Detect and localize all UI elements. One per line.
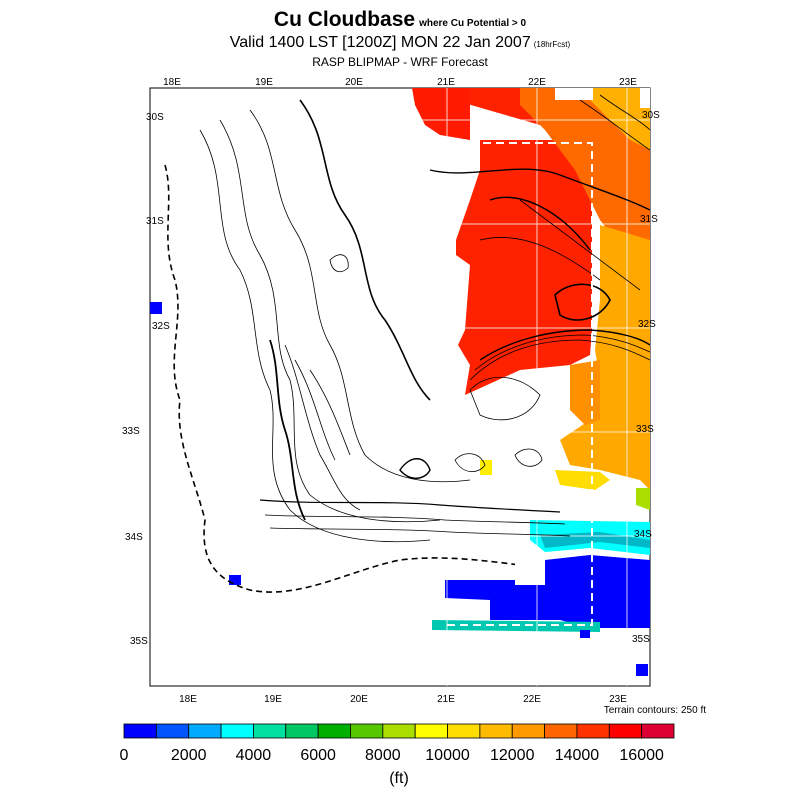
colorbar-swatch	[479, 723, 513, 739]
lon-label: 20E	[345, 77, 363, 88]
left-lat-labels: 30S 31S 32S 33S 34S 35S	[122, 112, 170, 647]
lat-label: 30S	[642, 110, 660, 121]
valid-time-line: Valid 1400 LST [1200Z] MON 22 Jan 2007 (1…	[0, 34, 800, 52]
colorbar-swatch	[447, 723, 481, 739]
lat-label: 34S	[125, 532, 143, 543]
amber-region	[580, 88, 650, 150]
map-title: Cu Cloudbase where Cu Potential > 0	[0, 8, 800, 32]
colorbar-unit: (ft)	[389, 770, 409, 787]
lon-label: 22E	[523, 694, 541, 705]
blue-dot-southeast	[636, 664, 648, 676]
inner-domain-boundary	[445, 142, 593, 626]
valid-time: Valid 1400 LST [1200Z] MON 22 Jan 2007	[229, 34, 531, 51]
lat-label: 35S	[632, 634, 650, 645]
blue-dot-west	[150, 302, 162, 314]
colorbar-swatch	[350, 723, 384, 739]
colorbar-swatch	[317, 723, 351, 739]
colorbar-tick-label: 8000	[365, 747, 401, 764]
lat-label: 33S	[636, 424, 654, 435]
lon-label: 19E	[255, 77, 273, 88]
lon-label: 23E	[619, 77, 637, 88]
lat-label: 32S	[152, 321, 170, 332]
lat-label: 32S	[638, 319, 656, 330]
colorbar-swatch	[576, 723, 610, 739]
colorbar-swatch	[511, 723, 545, 739]
lon-label: 20E	[350, 694, 368, 705]
blue-region	[445, 555, 650, 628]
colorbar-swatch	[188, 723, 222, 739]
lat-label: 33S	[122, 426, 140, 437]
map-subtitle: RASP BLIPMAP - WRF Forecast	[312, 55, 488, 69]
yellow-patch	[555, 470, 610, 490]
blue-dot-southwest	[229, 575, 241, 585]
colorbar-swatch	[382, 723, 416, 739]
bottom-lon-labels: 18E 19E 20E 21E 22E 23E	[179, 694, 627, 705]
lat-label: 34S	[634, 529, 652, 540]
colorbar-tick-label: 10000	[425, 747, 470, 764]
red-region-north	[412, 88, 470, 140]
colorbar-tick-label: 2000	[171, 747, 207, 764]
lon-label: 19E	[264, 694, 282, 705]
colorbar-swatch	[544, 723, 578, 739]
graticule	[412, 88, 650, 686]
colorbar-swatch	[253, 723, 287, 739]
lat-label: 30S	[146, 112, 164, 123]
lon-label: 21E	[437, 694, 455, 705]
colorbar-tick-label: 4000	[236, 747, 272, 764]
lon-label: 21E	[437, 77, 455, 88]
colorbar-tick-label: 14000	[555, 747, 600, 764]
colorbar-tick-label: 16000	[619, 747, 664, 764]
lon-label: 18E	[163, 77, 181, 88]
colorbar-tick-label: 12000	[490, 747, 535, 764]
colorbar-swatch	[608, 723, 643, 739]
colorbar-swatch	[285, 723, 319, 739]
terrain-contours	[164, 94, 651, 593]
no-data-areas	[515, 88, 650, 585]
lon-label: 22E	[528, 77, 546, 88]
colorbar-tick-label: 0	[120, 747, 129, 764]
title-main: Cu Cloudbase	[273, 8, 416, 31]
colorbar-tick-label: 6000	[300, 747, 336, 764]
right-lat-labels: 30S 31S 32S 33S 34S 35S	[632, 110, 660, 645]
yellow-dot	[480, 460, 492, 475]
top-lon-labels: 18E 19E 20E 21E 22E 23E	[163, 77, 637, 88]
blue-dot-south	[580, 630, 590, 638]
red-region	[412, 88, 600, 395]
forecast-hours: (18hrFcst)	[533, 40, 571, 49]
colorbar-swatch	[641, 723, 675, 739]
orange-region	[520, 88, 650, 260]
color-fill-layer	[150, 88, 650, 676]
colorbar-swatch	[414, 723, 448, 739]
lat-label: 31S	[146, 216, 164, 227]
terrain-contour-note: Terrain contours: 250 ft	[603, 705, 706, 716]
colorbar-swatch	[220, 723, 254, 739]
lat-label: 35S	[130, 636, 148, 647]
colorbar	[123, 723, 675, 739]
colorbar-tick-labels: 0 2000 4000 6000 8000 10000 12000 14000 16000	[120, 747, 664, 764]
colorbar-swatch	[123, 723, 157, 739]
title-condition: where Cu Potential > 0	[419, 18, 527, 29]
lon-label: 18E	[179, 694, 197, 705]
lon-label: 23E	[609, 694, 627, 705]
green-patch	[636, 488, 650, 510]
lat-label: 31S	[640, 214, 658, 225]
colorbar-swatch	[155, 723, 190, 739]
